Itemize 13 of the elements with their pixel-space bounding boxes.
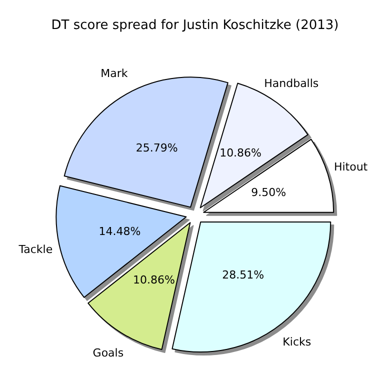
data-label: 14.48% [98, 224, 141, 238]
slice-label: Mark [100, 66, 128, 80]
slice-label: Tackle [18, 242, 53, 256]
slice-label: Goals [92, 346, 124, 360]
slice-label: Kicks [282, 336, 312, 349]
data-label: 9.50% [251, 186, 286, 199]
data-label: 25.79% [136, 142, 178, 155]
chart-title: DT score spread for Justin Koschitzke (2013) [51, 18, 339, 33]
slice-label: Handballs [264, 77, 319, 90]
data-label: 28.51% [222, 268, 264, 282]
data-label: 10.86% [133, 274, 175, 287]
slice-label: Hitout [334, 160, 368, 174]
data-label: 10.86% [220, 146, 262, 160]
